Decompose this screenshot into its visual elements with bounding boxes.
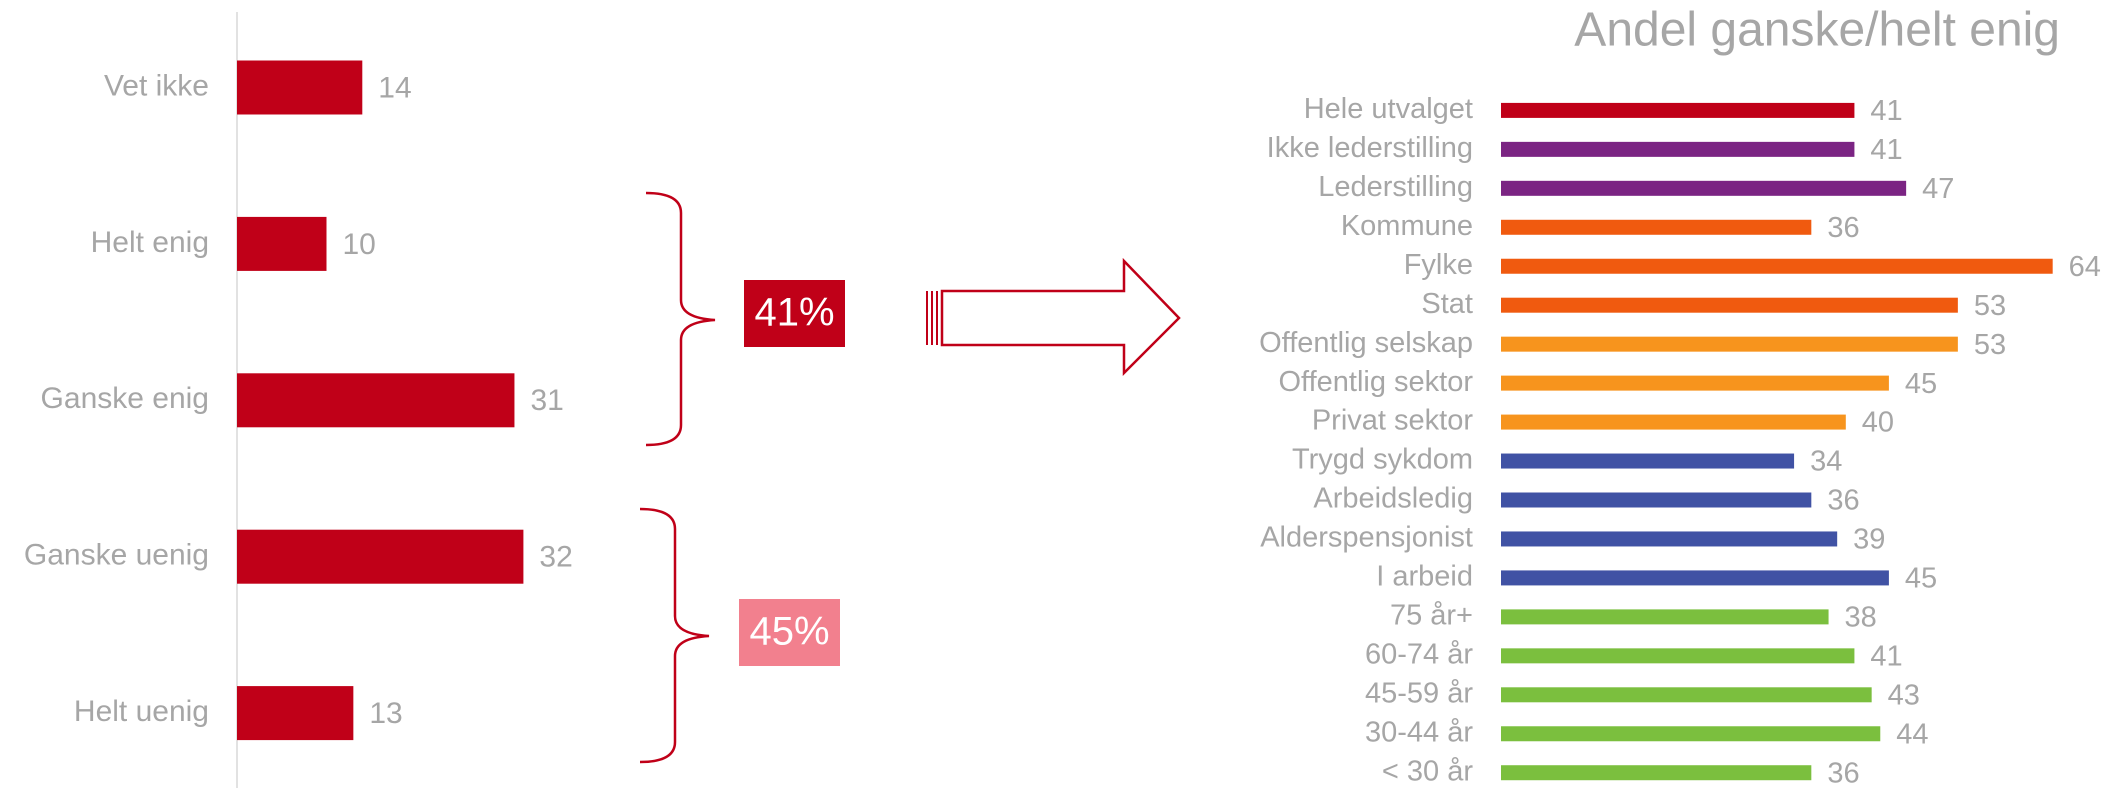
bar: [1501, 297, 1958, 313]
category-label: Hele utvalget: [1304, 93, 1473, 125]
category-label: Stat: [1421, 288, 1473, 320]
chart-title: Andel ganske/helt enig: [1574, 4, 2060, 57]
value-label: 10: [343, 228, 376, 261]
value-label: 36: [1827, 212, 1859, 244]
bar: [237, 686, 354, 741]
value-label: 53: [1974, 329, 2006, 361]
value-label: 14: [378, 71, 411, 104]
category-label: 60-74 år: [1365, 638, 1473, 670]
category-label: Alderspensjonist: [1260, 522, 1473, 554]
value-label: 43: [1888, 679, 1920, 711]
value-label: 34: [1810, 446, 1842, 478]
category-label: Privat sektor: [1312, 405, 1473, 437]
value-label: 47: [1922, 173, 1954, 205]
value-label: 41: [1870, 134, 1902, 166]
bar: [237, 216, 327, 271]
bar: [1501, 219, 1812, 235]
value-label: 40: [1862, 407, 1894, 439]
brace: [639, 507, 710, 764]
value-label: 36: [1827, 757, 1859, 788]
bar: [1501, 258, 2053, 274]
bar: [1501, 726, 1881, 742]
bar: [237, 373, 515, 428]
bar: [1501, 336, 1958, 352]
category-label: Fylke: [1404, 249, 1473, 281]
value-label: 13: [369, 697, 402, 730]
category-label: I arbeid: [1376, 561, 1473, 593]
brace: [645, 191, 716, 447]
bar: [1501, 414, 1846, 430]
category-label: Lederstilling: [1318, 171, 1473, 203]
category-label: Offentlig sektor: [1278, 366, 1473, 398]
value-label: 44: [1896, 718, 1928, 750]
value-label: 36: [1827, 485, 1859, 517]
category-label: Ganske uenig: [24, 539, 209, 572]
value-label: 41: [1870, 95, 1902, 127]
category-label: 45-59 år: [1365, 677, 1473, 709]
value-label: 32: [539, 541, 572, 574]
value-label: 53: [1974, 290, 2006, 322]
category-label: 75 år+: [1390, 600, 1473, 632]
bar: [1501, 180, 1907, 196]
category-label: Ikke lederstilling: [1267, 132, 1473, 164]
value-label: 45: [1905, 368, 1937, 400]
annotation-box: [744, 280, 845, 347]
category-label: Arbeidsledig: [1313, 483, 1473, 515]
arrow-tail: [926, 291, 938, 345]
bar: [1501, 375, 1889, 391]
bar: [1501, 102, 1855, 118]
bar: [237, 529, 524, 584]
bar: [1501, 141, 1855, 157]
bar: [1501, 531, 1838, 547]
category-label: Kommune: [1341, 210, 1473, 242]
annotation-box: [739, 599, 840, 666]
category-label: Ganske enig: [41, 382, 209, 415]
arrow: [940, 257, 1181, 377]
category-label: Helt enig: [91, 226, 209, 259]
category-label: < 30 år: [1382, 755, 1473, 787]
value-label: 39: [1853, 524, 1885, 556]
bar: [1501, 648, 1855, 664]
category-label: 30-44 år: [1365, 716, 1473, 748]
bar: [1501, 492, 1812, 508]
value-label: 31: [530, 384, 563, 417]
category-label: Offentlig selskap: [1259, 327, 1473, 359]
bar: [237, 60, 363, 115]
bar: [1501, 765, 1812, 781]
value-label: 45: [1905, 563, 1937, 595]
value-label: 38: [1845, 602, 1877, 634]
bar: [1501, 609, 1829, 625]
bar: [1501, 570, 1889, 586]
bar: [1501, 453, 1795, 469]
bar: [1501, 687, 1872, 703]
annotation: 45%: [749, 610, 829, 654]
value-label: 64: [2069, 251, 2101, 283]
category-label: Helt uenig: [74, 695, 209, 728]
value-label: 41: [1870, 640, 1902, 672]
annotation: 41%: [754, 291, 834, 335]
category-label: Trygd sykdom: [1292, 444, 1473, 476]
category-label: Vet ikke: [104, 69, 209, 102]
